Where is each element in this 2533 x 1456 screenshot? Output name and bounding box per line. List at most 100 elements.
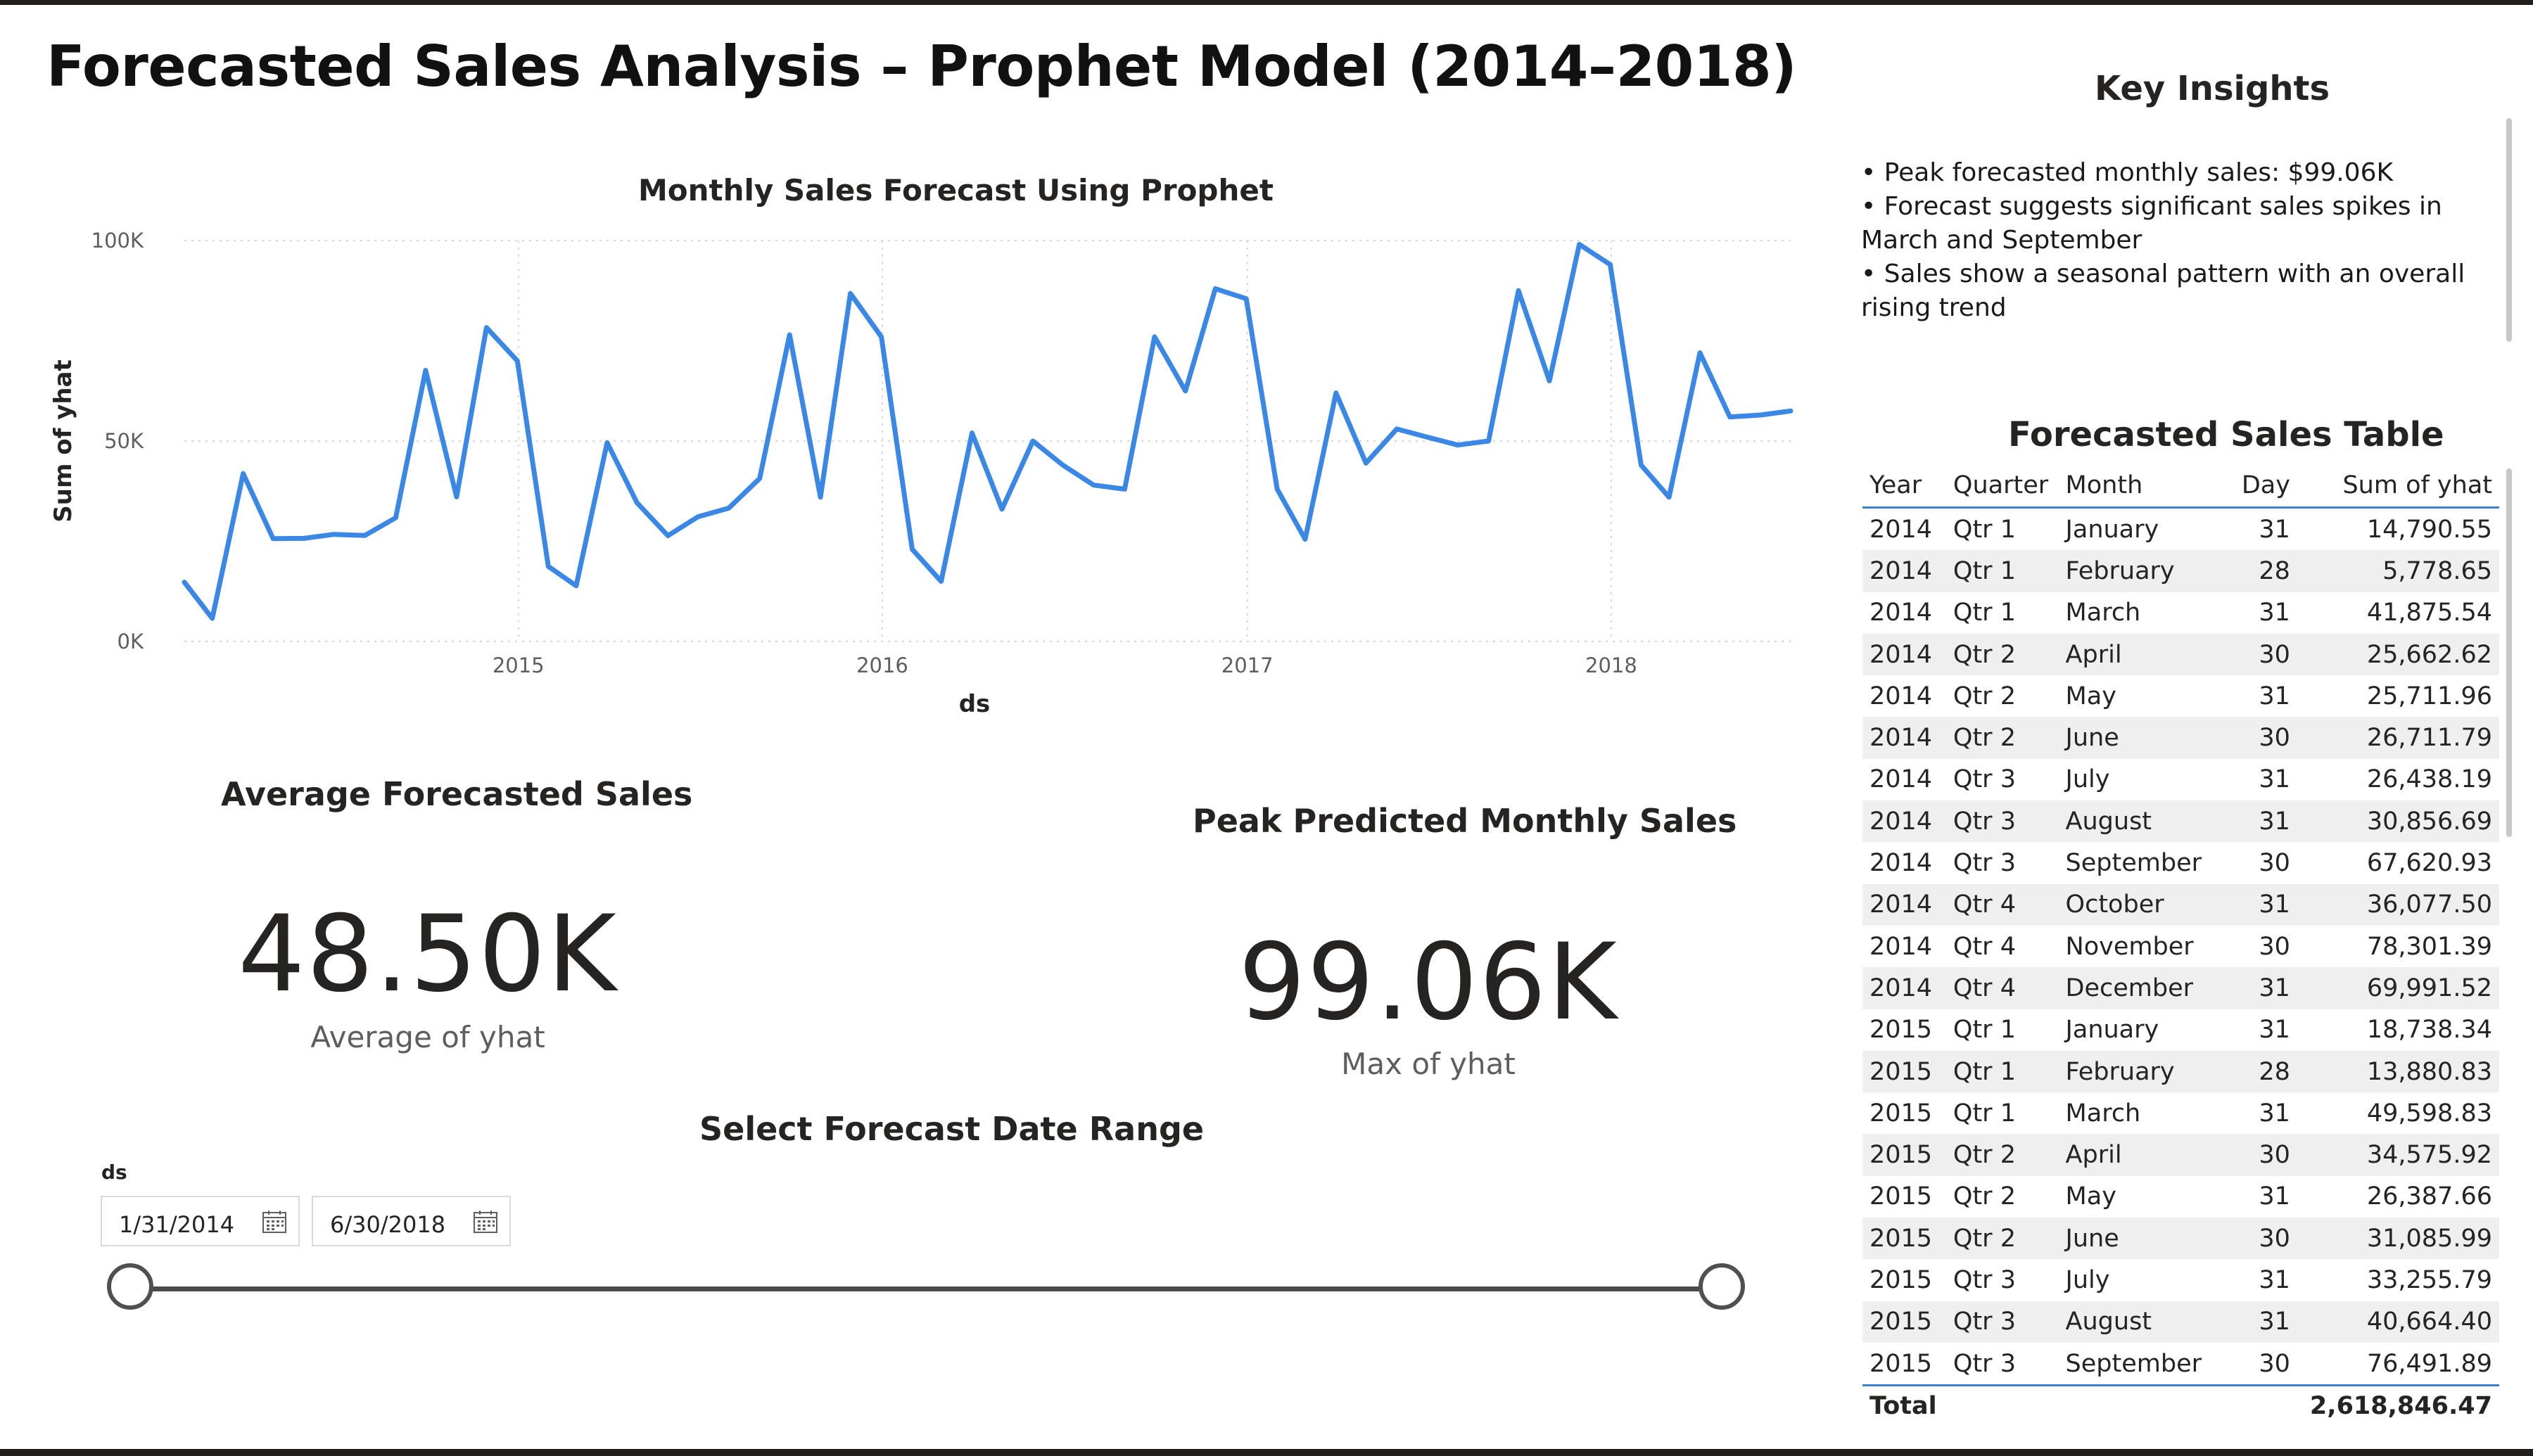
forecast-point[interactable]: [602, 438, 612, 447]
forecast-point[interactable]: [785, 330, 794, 340]
table-row[interactable]: 2014 Qtr 2 May 31 25,711.96: [1862, 675, 2499, 717]
column-header-year[interactable]: Year: [1862, 464, 1946, 509]
forecast-point[interactable]: [1119, 484, 1129, 494]
x-tick-label: 2015: [493, 653, 545, 677]
forecast-point[interactable]: [1422, 432, 1432, 442]
forecast-point[interactable]: [693, 512, 703, 522]
forecast-point[interactable]: [179, 577, 189, 587]
forecast-point[interactable]: [1756, 410, 1765, 420]
forecast-point[interactable]: [239, 468, 248, 478]
forecast-point[interactable]: [1725, 412, 1735, 422]
forecast-point[interactable]: [724, 503, 734, 513]
forecast-point[interactable]: [908, 544, 918, 554]
table-row[interactable]: 2014 Qtr 4 November 30 78,301.39: [1862, 926, 2499, 967]
column-header-quarter[interactable]: Quarter: [1945, 464, 2059, 509]
slider-end-handle[interactable]: [1699, 1263, 1745, 1310]
table-row[interactable]: 2014 Qtr 3 July 31 26,438.19: [1862, 759, 2499, 800]
forecast-point[interactable]: [1058, 460, 1067, 470]
forecast-point[interactable]: [1544, 376, 1554, 386]
forecast-point[interactable]: [1484, 436, 1494, 446]
table-row[interactable]: 2014 Qtr 4 December 31 69,991.52: [1862, 967, 2499, 1009]
table-row[interactable]: 2014 Qtr 3 August 31 30,856.69: [1862, 800, 2499, 843]
forecast-point[interactable]: [1181, 386, 1191, 396]
forecast-point[interactable]: [1695, 348, 1705, 358]
forecast-point[interactable]: [543, 561, 553, 571]
forecast-point[interactable]: [452, 492, 462, 502]
forecast-point[interactable]: [1241, 294, 1251, 304]
table-row[interactable]: 2015 Qtr 1 January 31 18,738.34: [1862, 1009, 2499, 1051]
table-row[interactable]: 2015 Qtr 3 July 31 33,255.79: [1862, 1259, 2499, 1301]
forecast-point[interactable]: [360, 530, 370, 540]
forecast-point[interactable]: [1210, 283, 1220, 293]
column-header-sum-of-yhat[interactable]: Sum of yhat: [2297, 464, 2499, 509]
forecast-point[interactable]: [997, 504, 1007, 514]
forecast-line[interactable]: [182, 241, 1794, 621]
date-range-slider-track[interactable]: [131, 1286, 1721, 1291]
forecast-point[interactable]: [268, 534, 278, 544]
forecast-point[interactable]: [1786, 406, 1796, 416]
start-date-value: 1/31/2014: [119, 1211, 235, 1238]
forecast-point[interactable]: [1088, 480, 1098, 490]
table-row[interactable]: 2014 Qtr 1 January 31 14,790.55: [1862, 508, 2499, 551]
forecast-point[interactable]: [1028, 436, 1038, 446]
forecast-point[interactable]: [1605, 260, 1615, 269]
table-row[interactable]: 2015 Qtr 2 May 31 26,387.66: [1862, 1176, 2499, 1218]
table-row[interactable]: 2015 Qtr 2 June 30 31,085.99: [1862, 1218, 2499, 1260]
table-row[interactable]: 2015 Qtr 2 April 30 34,575.92: [1862, 1134, 2499, 1176]
cell-month: September: [2065, 849, 2202, 878]
forecast-point[interactable]: [1150, 332, 1160, 342]
forecast-point[interactable]: [1575, 239, 1585, 249]
forecast-point[interactable]: [421, 366, 431, 376]
forecast-point[interactable]: [329, 530, 339, 539]
forecast-point[interactable]: [1453, 440, 1463, 450]
forecast-point[interactable]: [481, 323, 491, 333]
forecast-point[interactable]: [391, 513, 400, 523]
forecast-point[interactable]: [1331, 388, 1341, 398]
cell-quarter: Qtr 1: [1945, 1050, 2059, 1093]
start-date-input[interactable]: 1/31/2014: [101, 1196, 300, 1246]
table-row[interactable]: 2015 Qtr 3 September 30 76,491.89: [1862, 1342, 2499, 1387]
forecast-point[interactable]: [815, 492, 825, 502]
table-row[interactable]: 2014 Qtr 3 September 30 67,620.93: [1862, 842, 2499, 883]
end-date-input[interactable]: 6/30/2018: [312, 1196, 511, 1246]
insights-scrollbar-thumb[interactable]: [2506, 118, 2512, 342]
calendar-icon[interactable]: [473, 1210, 498, 1234]
table-row[interactable]: 2015 Qtr 1 March 31 49,598.83: [1862, 1092, 2499, 1134]
forecast-point[interactable]: [1636, 460, 1646, 470]
forecast-point[interactable]: [1664, 492, 1674, 502]
forecast-point[interactable]: [937, 577, 946, 587]
forecast-point[interactable]: [512, 356, 522, 366]
line-chart[interactable]: 0K 50K 100K 2015 2016 2017 2018 ds Sum of yha…: [0, 211, 1815, 732]
forecast-point[interactable]: [571, 581, 581, 591]
table-row[interactable]: 2014 Qtr 4 October 31 36,077.50: [1862, 883, 2499, 926]
cell-quarter: Qtr 4: [1953, 932, 2016, 961]
table-row[interactable]: 2014 Qtr 2 June 30 26,711.79: [1862, 717, 2499, 759]
column-header-month[interactable]: Month: [2058, 464, 2226, 509]
table-scrollbar-thumb[interactable]: [2506, 468, 2512, 837]
forecast-point[interactable]: [663, 531, 673, 541]
table-row[interactable]: 2014 Qtr 1 February 28 5,778.65: [1862, 550, 2499, 592]
forecast-point[interactable]: [1300, 535, 1310, 544]
forecast-point[interactable]: [1392, 424, 1402, 434]
table-total-row: Total 2,618,846.47: [1862, 1386, 2499, 1426]
forecast-point[interactable]: [755, 473, 765, 483]
forecast-point[interactable]: [877, 332, 887, 342]
table-row[interactable]: 2014 Qtr 1 March 31 41,875.54: [1862, 592, 2499, 634]
forecast-point[interactable]: [846, 288, 856, 298]
calendar-icon[interactable]: [262, 1210, 287, 1234]
forecast-point[interactable]: [1272, 484, 1282, 494]
forecast-point[interactable]: [1513, 286, 1523, 295]
forecast-point[interactable]: [632, 498, 642, 508]
forecast-point[interactable]: [299, 533, 309, 543]
cell-day: 31: [2259, 1016, 2290, 1045]
forecast-point[interactable]: [1361, 458, 1371, 468]
table-row[interactable]: 2015 Qtr 1 February 28 13,880.83: [1862, 1050, 2499, 1093]
forecast-point[interactable]: [208, 613, 217, 623]
forecast-point[interactable]: [967, 428, 977, 438]
cell-day: 30: [2225, 717, 2297, 759]
table-row[interactable]: 2015 Qtr 3 August 31 40,664.40: [1862, 1301, 2499, 1343]
slider-start-handle[interactable]: [107, 1263, 153, 1310]
column-header-day[interactable]: Day: [2225, 464, 2297, 509]
forecasted-sales-table[interactable]: Year Quarter Month Day Sum of yhat 2014 Q…: [1862, 464, 2499, 1426]
table-row[interactable]: 2014 Qtr 2 April 30 25,662.62: [1862, 633, 2499, 676]
